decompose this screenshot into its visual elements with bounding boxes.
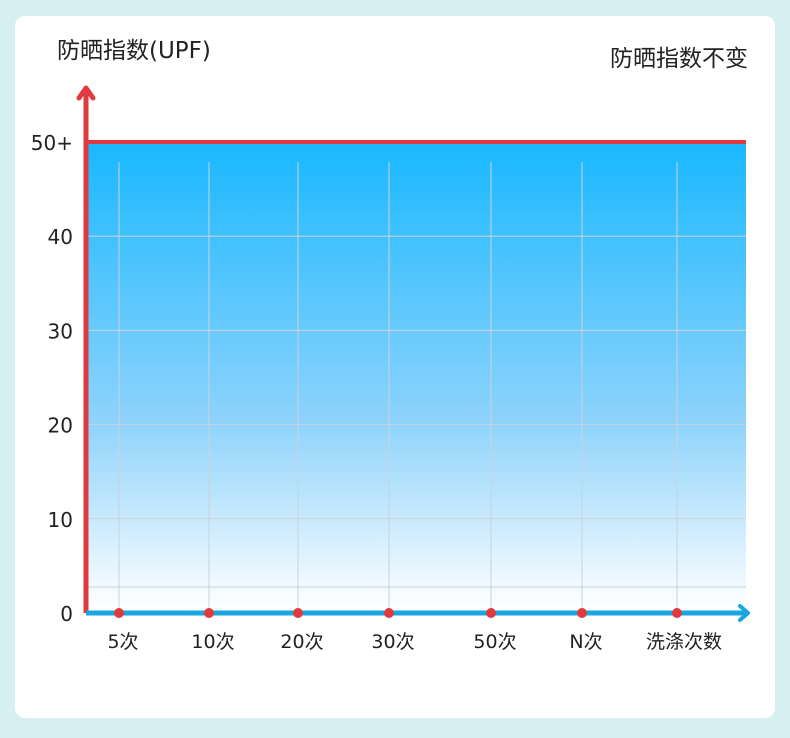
x-tick-label: 20次 [280,631,323,653]
y-tick-label: 30 [48,319,73,343]
chart-title: 防晒指数不变 [610,46,748,72]
x-axis-arrow-icon [738,604,750,622]
y-tick-label: 10 [48,508,73,532]
x-tick-label: N次 [569,631,602,653]
x-axis-marker [293,608,303,618]
x-axis-title: 洗涤次数 [646,631,722,653]
x-axis-marker [486,608,496,618]
x-axis-marker [204,608,214,618]
x-axis-marker [114,608,124,618]
x-axis-marker [577,608,587,618]
x-tick-label: 30次 [371,631,414,653]
x-tick-label: 50次 [473,631,516,653]
y-tick-label: 0 [60,602,73,626]
y-tick-label: 50+ [31,131,73,155]
area-fill [88,144,746,609]
y-axis-title: 防晒指数(UPF) [57,38,211,64]
x-tick-label: 5次 [107,631,138,653]
y-tick-label: 40 [48,225,73,249]
x-tick-label: 10次 [191,631,234,653]
y-tick-label: 20 [48,414,73,438]
x-axis-marker [672,608,682,618]
y-axis-arrow-icon [76,85,96,101]
x-axis-marker [384,608,394,618]
